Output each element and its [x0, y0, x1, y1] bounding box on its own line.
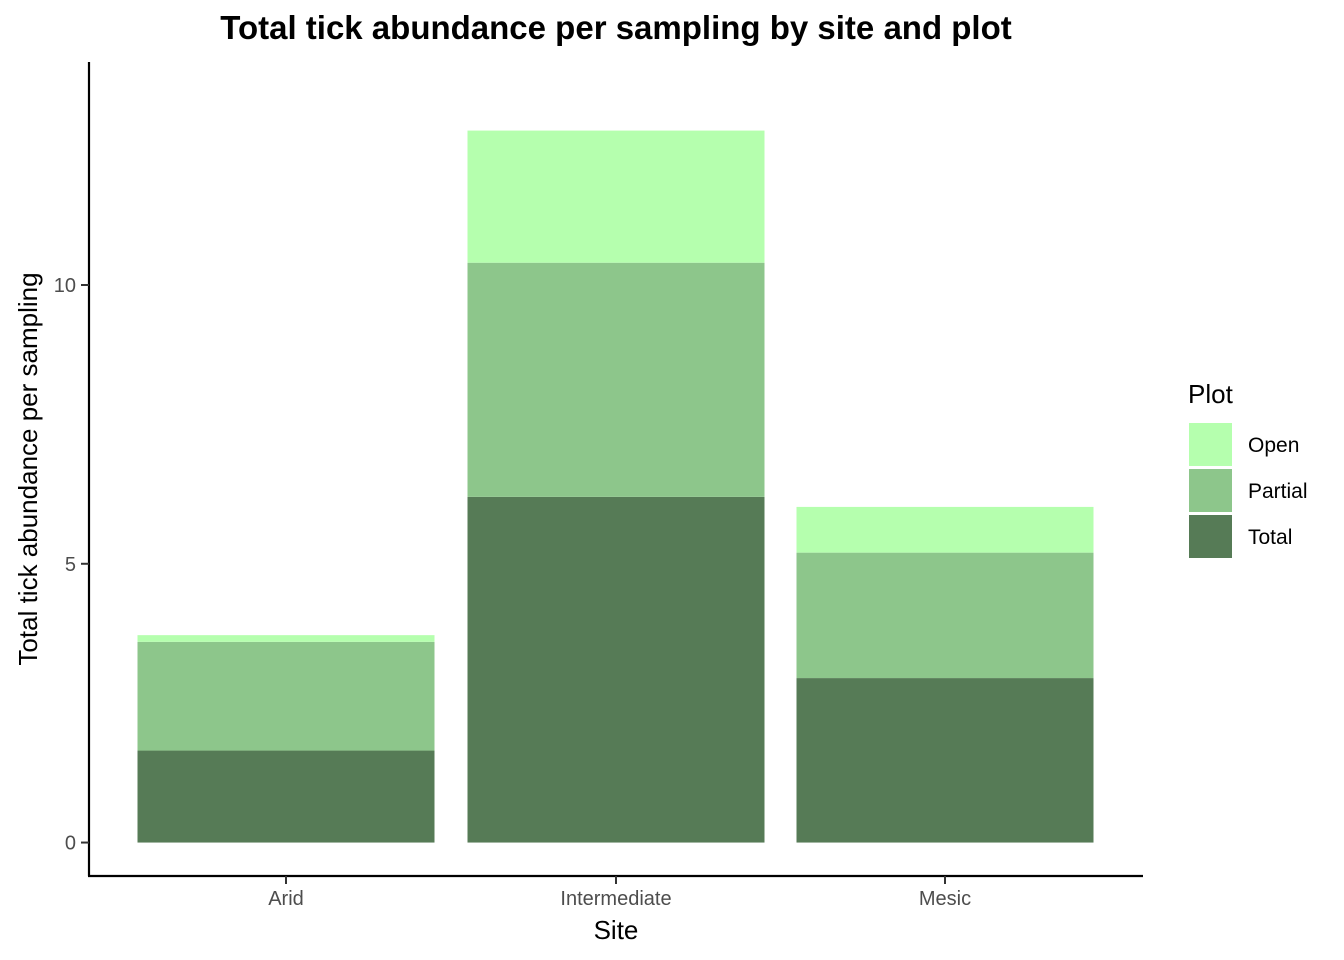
y-tick-label: 0 — [65, 833, 76, 855]
x-tick-label-mesic: Mesic — [919, 888, 971, 910]
y-tick-label: 5 — [65, 554, 76, 576]
bar-intermediate-open — [467, 130, 765, 263]
y-ticks: 0 5 10 — [54, 275, 89, 855]
legend-swatch-open — [1189, 423, 1232, 466]
bar-arid-total — [137, 750, 435, 843]
legend-title: Plot — [1188, 379, 1234, 409]
legend-swatch-partial — [1189, 469, 1232, 512]
bar-intermediate-total — [467, 496, 765, 843]
bars-layer — [137, 130, 1094, 843]
bar-mesic-open — [796, 506, 1094, 553]
bar-arid-partial — [137, 641, 435, 751]
x-tick-label-arid: Arid — [268, 888, 304, 910]
bar-mesic-total — [796, 678, 1094, 843]
legend-swatch-total — [1189, 515, 1232, 558]
legend-label-partial: Partial — [1248, 480, 1308, 503]
bar-intermediate-partial — [467, 262, 765, 497]
x-tick-label-intermediate: Intermediate — [560, 888, 671, 910]
legend-label-total: Total — [1248, 526, 1292, 549]
y-axis-title: Total tick abundance per sampling — [13, 272, 43, 665]
legend-label-open: Open — [1248, 434, 1299, 457]
bar-arid-open — [137, 635, 435, 642]
legend: Plot Open Partial Total — [1188, 379, 1308, 558]
bar-mesic-partial — [796, 552, 1094, 679]
chart-title: Total tick abundance per sampling by sit… — [220, 9, 1012, 46]
y-tick-label: 10 — [54, 275, 76, 297]
x-axis-title: Site — [594, 915, 639, 945]
x-ticks: Arid Intermediate Mesic — [268, 876, 971, 910]
